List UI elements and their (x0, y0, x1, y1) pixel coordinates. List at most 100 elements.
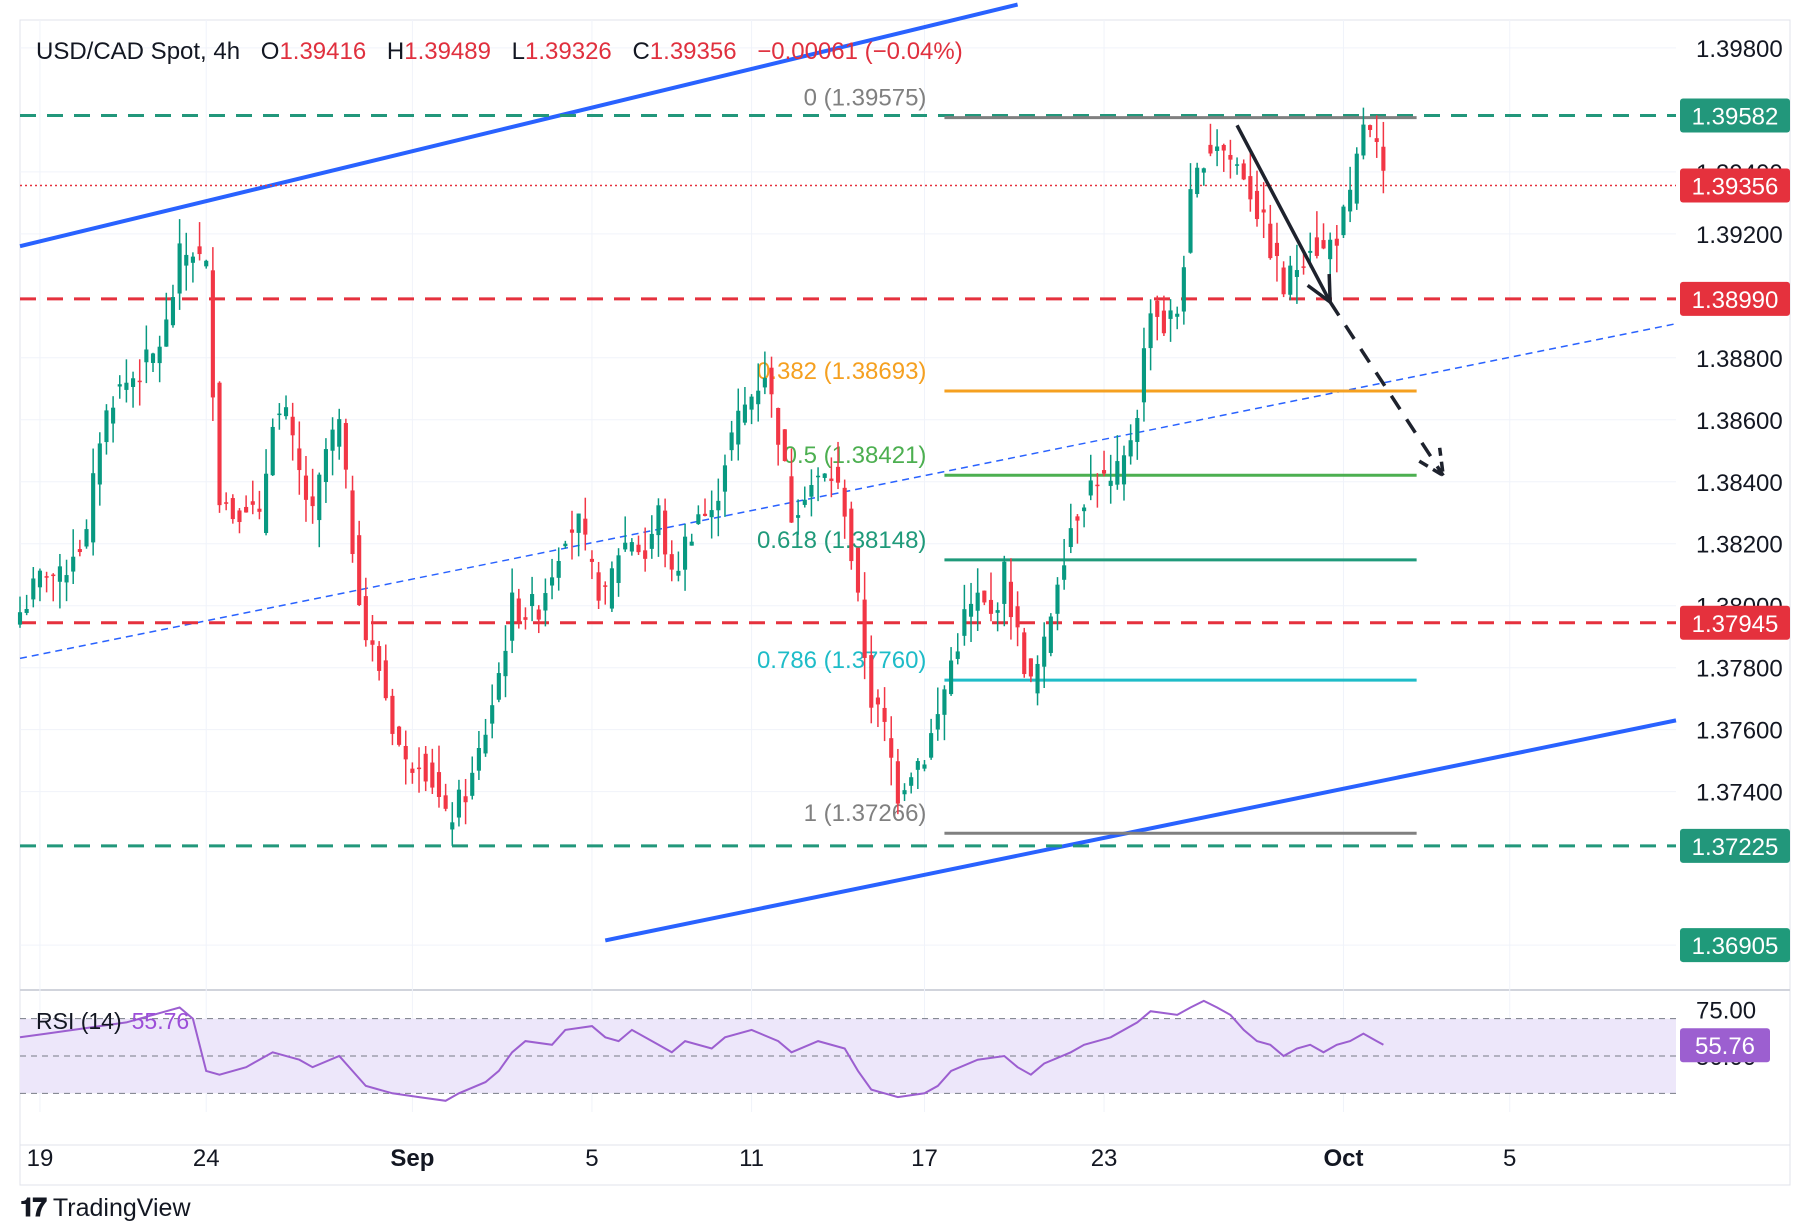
candle-body (1221, 144, 1226, 151)
candle-body (1035, 663, 1040, 694)
candle-body (317, 474, 322, 521)
candle-body (1168, 310, 1173, 319)
candle-body (1101, 470, 1107, 474)
candle-body (1048, 616, 1053, 653)
candle-body (463, 796, 468, 803)
fib-level-label: 0 (1.39575) (804, 85, 927, 112)
price-label-value: 1.39582 (1692, 103, 1779, 130)
candle-body (1334, 238, 1339, 246)
candle-body (1015, 606, 1020, 628)
candle-body (1148, 313, 1153, 349)
candle-body (490, 705, 495, 724)
candle-body (1314, 237, 1319, 256)
candle-body (809, 485, 814, 497)
candle-body (1328, 239, 1333, 260)
trendline-mid-channel (19, 322, 1677, 660)
candle-body (357, 535, 362, 606)
candle-body (975, 592, 980, 611)
candle-body (443, 795, 448, 809)
candle-body (862, 599, 867, 658)
candle-body (217, 382, 222, 506)
rsi-current-value: 55.76 (131, 1008, 190, 1034)
candle-body (816, 475, 821, 478)
projection-arrow-head-icon (1418, 447, 1446, 479)
candle-body (1082, 507, 1087, 512)
candle-body (982, 590, 987, 603)
candle-body (669, 554, 674, 570)
candle-body (17, 612, 23, 625)
candle-body (756, 390, 761, 405)
candle-body (855, 547, 861, 593)
low-label: L (511, 38, 526, 65)
candle-body (583, 518, 588, 535)
candle-body (64, 575, 69, 583)
candle-body (330, 429, 335, 451)
price-tick-label: 1.38600 (1696, 408, 1783, 435)
candle-body (257, 508, 262, 512)
candle-body (796, 515, 801, 518)
candle-body (370, 640, 375, 645)
candle-body (1062, 565, 1067, 580)
candle-body (337, 419, 342, 447)
candle-body (1002, 561, 1007, 604)
candle-body (31, 578, 36, 600)
tradingview-logo-icon: 𝟏𝟕 (20, 1192, 47, 1222)
candle-body (290, 416, 295, 436)
price-label-value: 1.37945 (1692, 611, 1779, 638)
candle-body (496, 673, 501, 700)
candle-body (430, 762, 435, 788)
candle-body (1368, 125, 1373, 130)
fib-level-label: 0.5 (1.38421) (784, 442, 927, 469)
candle-body (1215, 146, 1220, 151)
fib-level-label: 0.786 (1.37760) (757, 647, 926, 674)
price-label-badge (1680, 928, 1790, 963)
candle-body (1261, 209, 1266, 213)
chart-border (19, 19, 1791, 1186)
candle-body (111, 407, 116, 424)
price-tick-label: 1.39800 (1696, 36, 1783, 63)
candle-body (569, 529, 575, 533)
chart-header: USD/CAD Spot, 4h O1.39416 H1.39489 L1.39… (36, 38, 963, 66)
rsi-value-badge (1680, 1028, 1770, 1063)
candle-body (423, 753, 428, 782)
candle-body (1308, 250, 1313, 253)
candle-body (563, 543, 568, 547)
candle-body (702, 513, 708, 516)
time-tick-label: 19 (27, 1145, 54, 1172)
candle-body (762, 378, 767, 388)
candle-body (722, 465, 728, 492)
candle-body (802, 499, 807, 505)
candle-body (470, 772, 475, 796)
price-label-value: 1.38990 (1692, 287, 1779, 314)
candle-body (609, 568, 614, 609)
candle-body (1241, 163, 1246, 180)
candle-body (1288, 265, 1293, 295)
brand[interactable]: 𝟏𝟕 TradingView (20, 1192, 191, 1224)
candle-body (1234, 164, 1240, 166)
candle-body (1254, 190, 1260, 220)
candle-body (410, 768, 415, 773)
candle-body (323, 449, 328, 483)
low-value: 1.39326 (525, 38, 612, 65)
candle-body (922, 764, 927, 769)
high-value: 1.39489 (404, 38, 491, 65)
candle-body (1201, 168, 1206, 173)
rsi-label[interactable]: RSI (14) (36, 1008, 122, 1034)
time-tick-label: Sep (390, 1145, 434, 1172)
candle-body (1008, 581, 1014, 618)
price-tick-label: 1.38200 (1696, 532, 1783, 559)
candle-body (1301, 266, 1306, 268)
candle-body (383, 660, 388, 699)
candle-body (682, 536, 688, 570)
symbol-label[interactable]: USD/CAD Spot, 4h (36, 38, 241, 65)
candle-body (71, 556, 76, 572)
price-tick-label: 1.38400 (1696, 470, 1783, 497)
candle-body (629, 542, 634, 552)
price-label-badge (1680, 168, 1790, 203)
open-label: O (260, 38, 280, 65)
candle-body (343, 423, 348, 470)
candle-body (1095, 484, 1100, 487)
price-tick-label: 1.37800 (1696, 656, 1783, 683)
candle-body (476, 747, 481, 771)
